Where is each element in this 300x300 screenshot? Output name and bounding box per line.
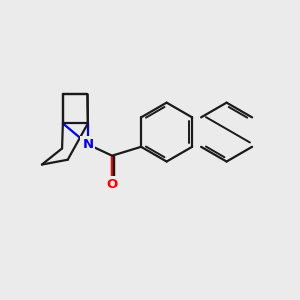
Text: O: O: [106, 178, 118, 191]
Text: N: N: [82, 138, 93, 151]
